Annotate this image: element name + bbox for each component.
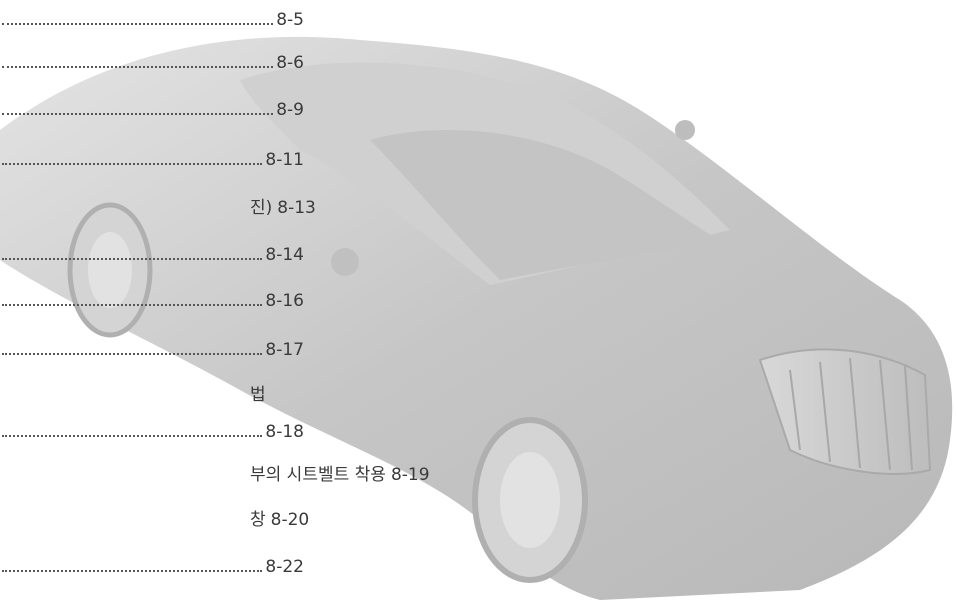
toc-entry: 8-16 xyxy=(0,287,304,311)
dot-leader xyxy=(2,66,274,68)
page-number: 8-20 xyxy=(270,510,310,530)
page-number: 8-11 xyxy=(265,150,304,170)
toc-entry: 8-17 xyxy=(0,336,304,360)
toc-entry: 8-11 xyxy=(0,146,304,170)
entry-title: 법 xyxy=(250,385,266,405)
dot-leader xyxy=(2,570,263,572)
toc-entry: 법 xyxy=(0,381,304,405)
dot-leader xyxy=(2,113,274,115)
dot-leader xyxy=(2,353,263,355)
entry-title: 창 xyxy=(250,510,266,530)
dot-leader xyxy=(2,23,274,25)
page-number: 8-17 xyxy=(265,340,304,360)
page-number: 8-13 xyxy=(277,198,316,218)
dot-leader xyxy=(2,304,263,306)
toc-entry: 8-5 xyxy=(0,6,304,30)
entry-title: 진) xyxy=(250,198,273,218)
page-number: 8-19 xyxy=(390,465,430,485)
page-number: 8-14 xyxy=(265,245,304,265)
toc-entry: 부의 시트벨트 착용 8-19 xyxy=(0,461,430,485)
dot-leader xyxy=(2,435,263,437)
toc-entry: 창 8-20 xyxy=(0,506,309,530)
page-number: 8-5 xyxy=(276,10,304,30)
page-number: 8-22 xyxy=(265,557,304,577)
dot-leader xyxy=(2,258,263,260)
toc-entry: 8-14 xyxy=(0,241,304,265)
toc-entry: 8-18 xyxy=(0,418,304,442)
page-number: 8-6 xyxy=(276,53,304,73)
page-number: 8-16 xyxy=(265,291,304,311)
page-number: 8-9 xyxy=(276,100,304,120)
dot-leader xyxy=(2,163,263,165)
toc-entry: 8-22 xyxy=(0,553,304,577)
toc-entry: 8-9 xyxy=(0,96,304,120)
toc-entry: 8-6 xyxy=(0,49,304,73)
entry-title: 부의 시트벨트 착용 xyxy=(250,465,386,485)
toc-entry: 진) 8-13 xyxy=(0,194,316,218)
page-number: 8-18 xyxy=(265,422,304,442)
